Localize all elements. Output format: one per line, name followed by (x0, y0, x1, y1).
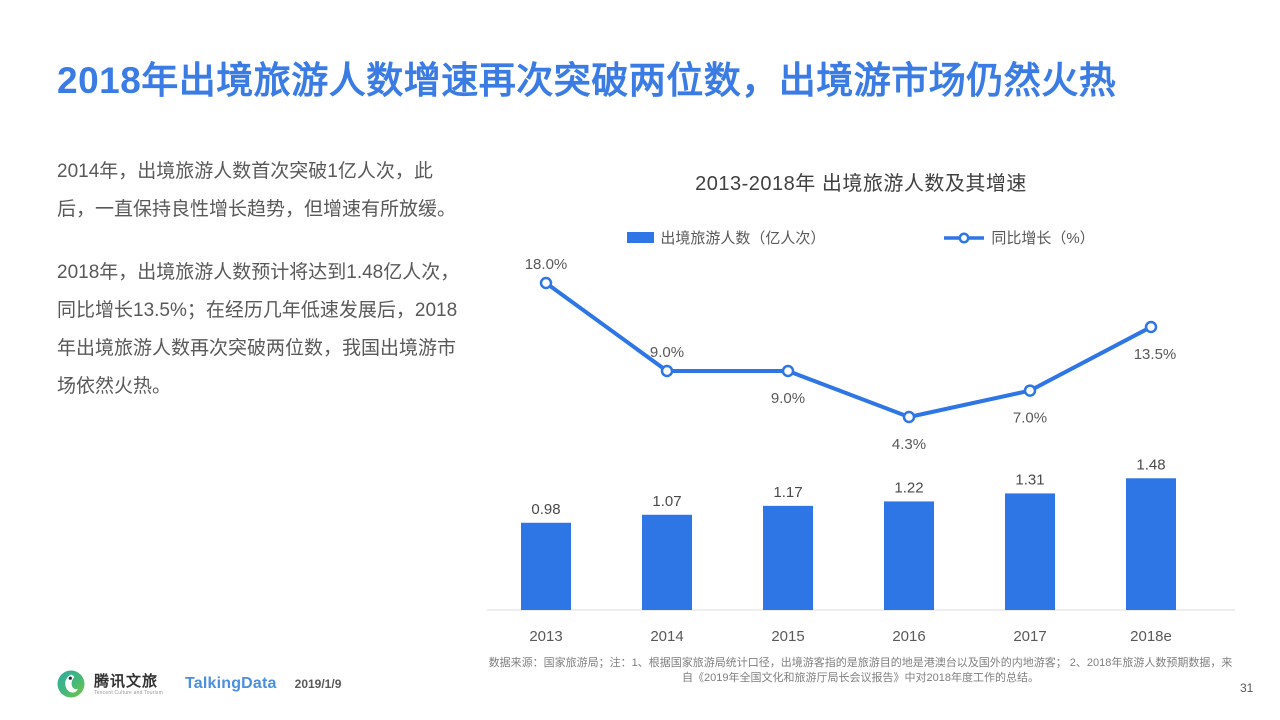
brand-tencent-culture-tourism: 腾讯文旅 Tencent Culture and Tourism (94, 673, 163, 696)
slide-date: 2019/1/9 (294, 677, 342, 691)
body-text-block: 2014年，出境旅游人数首次突破1亿人次，此后，一直保持良性增长趋势，但增速有所… (57, 153, 467, 406)
x-axis-tick-label: 2014 (650, 628, 683, 645)
line-point-label: 18.0% (525, 256, 568, 273)
bar-value-label: 1.22 (894, 479, 923, 496)
line-point-marker (1144, 320, 1158, 334)
line-point-marker (781, 364, 795, 378)
legend-bar-swatch-icon (627, 232, 655, 243)
line-point-marker (1023, 384, 1037, 397)
growth-line (544, 281, 1153, 419)
x-axis-tick-label: 2015 (771, 628, 804, 645)
line-point-label: 4.3% (892, 436, 926, 453)
bar (642, 514, 692, 610)
bar (884, 501, 934, 610)
body-paragraph-2: 2018年，出境旅游人数预计将达到1.48亿人次，同比增长13.5%；在经历几年… (57, 262, 460, 397)
brand1-name: 腾讯文旅 (94, 672, 159, 690)
bar (1005, 493, 1055, 610)
bar (521, 522, 571, 610)
tencent-culture-tourism-logo-icon (57, 670, 85, 698)
chart-legend: 出境旅游人数（亿人次） 同比增长（%） (485, 227, 1237, 248)
page-number: 31 (1240, 681, 1254, 695)
page-title: 2018年出境旅游人数增速再次突破两位数，出境游市场仍然火热 (57, 60, 1117, 101)
line-point-marker (660, 364, 674, 378)
legend-line-dot (958, 232, 970, 243)
data-source-note: 数据来源：国家旅游局；注：1、根据国家旅游局统计口径，出境游客指的是旅游目的地是… (488, 657, 1233, 684)
legend-item-bar-series: 出境旅游人数（亿人次） (627, 227, 825, 248)
bar-value-label: 0.98 (531, 501, 560, 518)
legend-line-label: 同比增长（%） (991, 230, 1095, 247)
legend-item-line-series: 同比增长（%） (943, 227, 1095, 248)
bar-value-label: 1.48 (1136, 456, 1165, 473)
line-point-marker (539, 276, 553, 290)
bar (763, 505, 813, 610)
bar (1126, 478, 1176, 610)
line-point-label: 7.0% (1013, 410, 1047, 427)
bar-value-label: 1.07 (652, 493, 681, 510)
line-point-label: 13.5% (1134, 346, 1177, 363)
line-point-label: 9.0% (771, 390, 805, 407)
line-point-marker (902, 410, 916, 424)
legend-bar-label: 出境旅游人数（亿人次） (660, 230, 826, 247)
legend-line-marker-icon (944, 232, 985, 243)
brand-talkingdata: TalkingData (184, 675, 277, 692)
x-axis-tick-label: 2013 (529, 628, 562, 645)
line-point-label: 9.0% (650, 344, 684, 361)
bar-value-label: 1.17 (773, 484, 802, 501)
chart: 2013-2018年 出境旅游人数及其增速 出境旅游人数（亿人次） 同比增长（%… (485, 167, 1237, 657)
body-paragraph-1: 2014年，出境旅游人数首次突破1亿人次，此后，一直保持良性增长趋势，但增速有所… (57, 161, 457, 220)
x-axis-tick-label: 2017 (1013, 628, 1046, 645)
bar-value-label: 1.31 (1015, 471, 1044, 488)
chart-canvas: 0.98 2013 1.07 2014 1.17 2015 1.22 2016 1.31 2017… (487, 256, 1235, 645)
brand1-subtitle: Tencent Culture and Tourism (94, 689, 163, 696)
chart-title: 2013-2018年 出境旅游人数及其增速 (695, 173, 1027, 195)
x-axis-tick-label: 2018e (1130, 628, 1172, 645)
footer-brand-bar: 腾讯文旅 Tencent Culture and Tourism Talking… (56, 668, 341, 700)
x-axis-tick-label: 2016 (892, 628, 925, 645)
